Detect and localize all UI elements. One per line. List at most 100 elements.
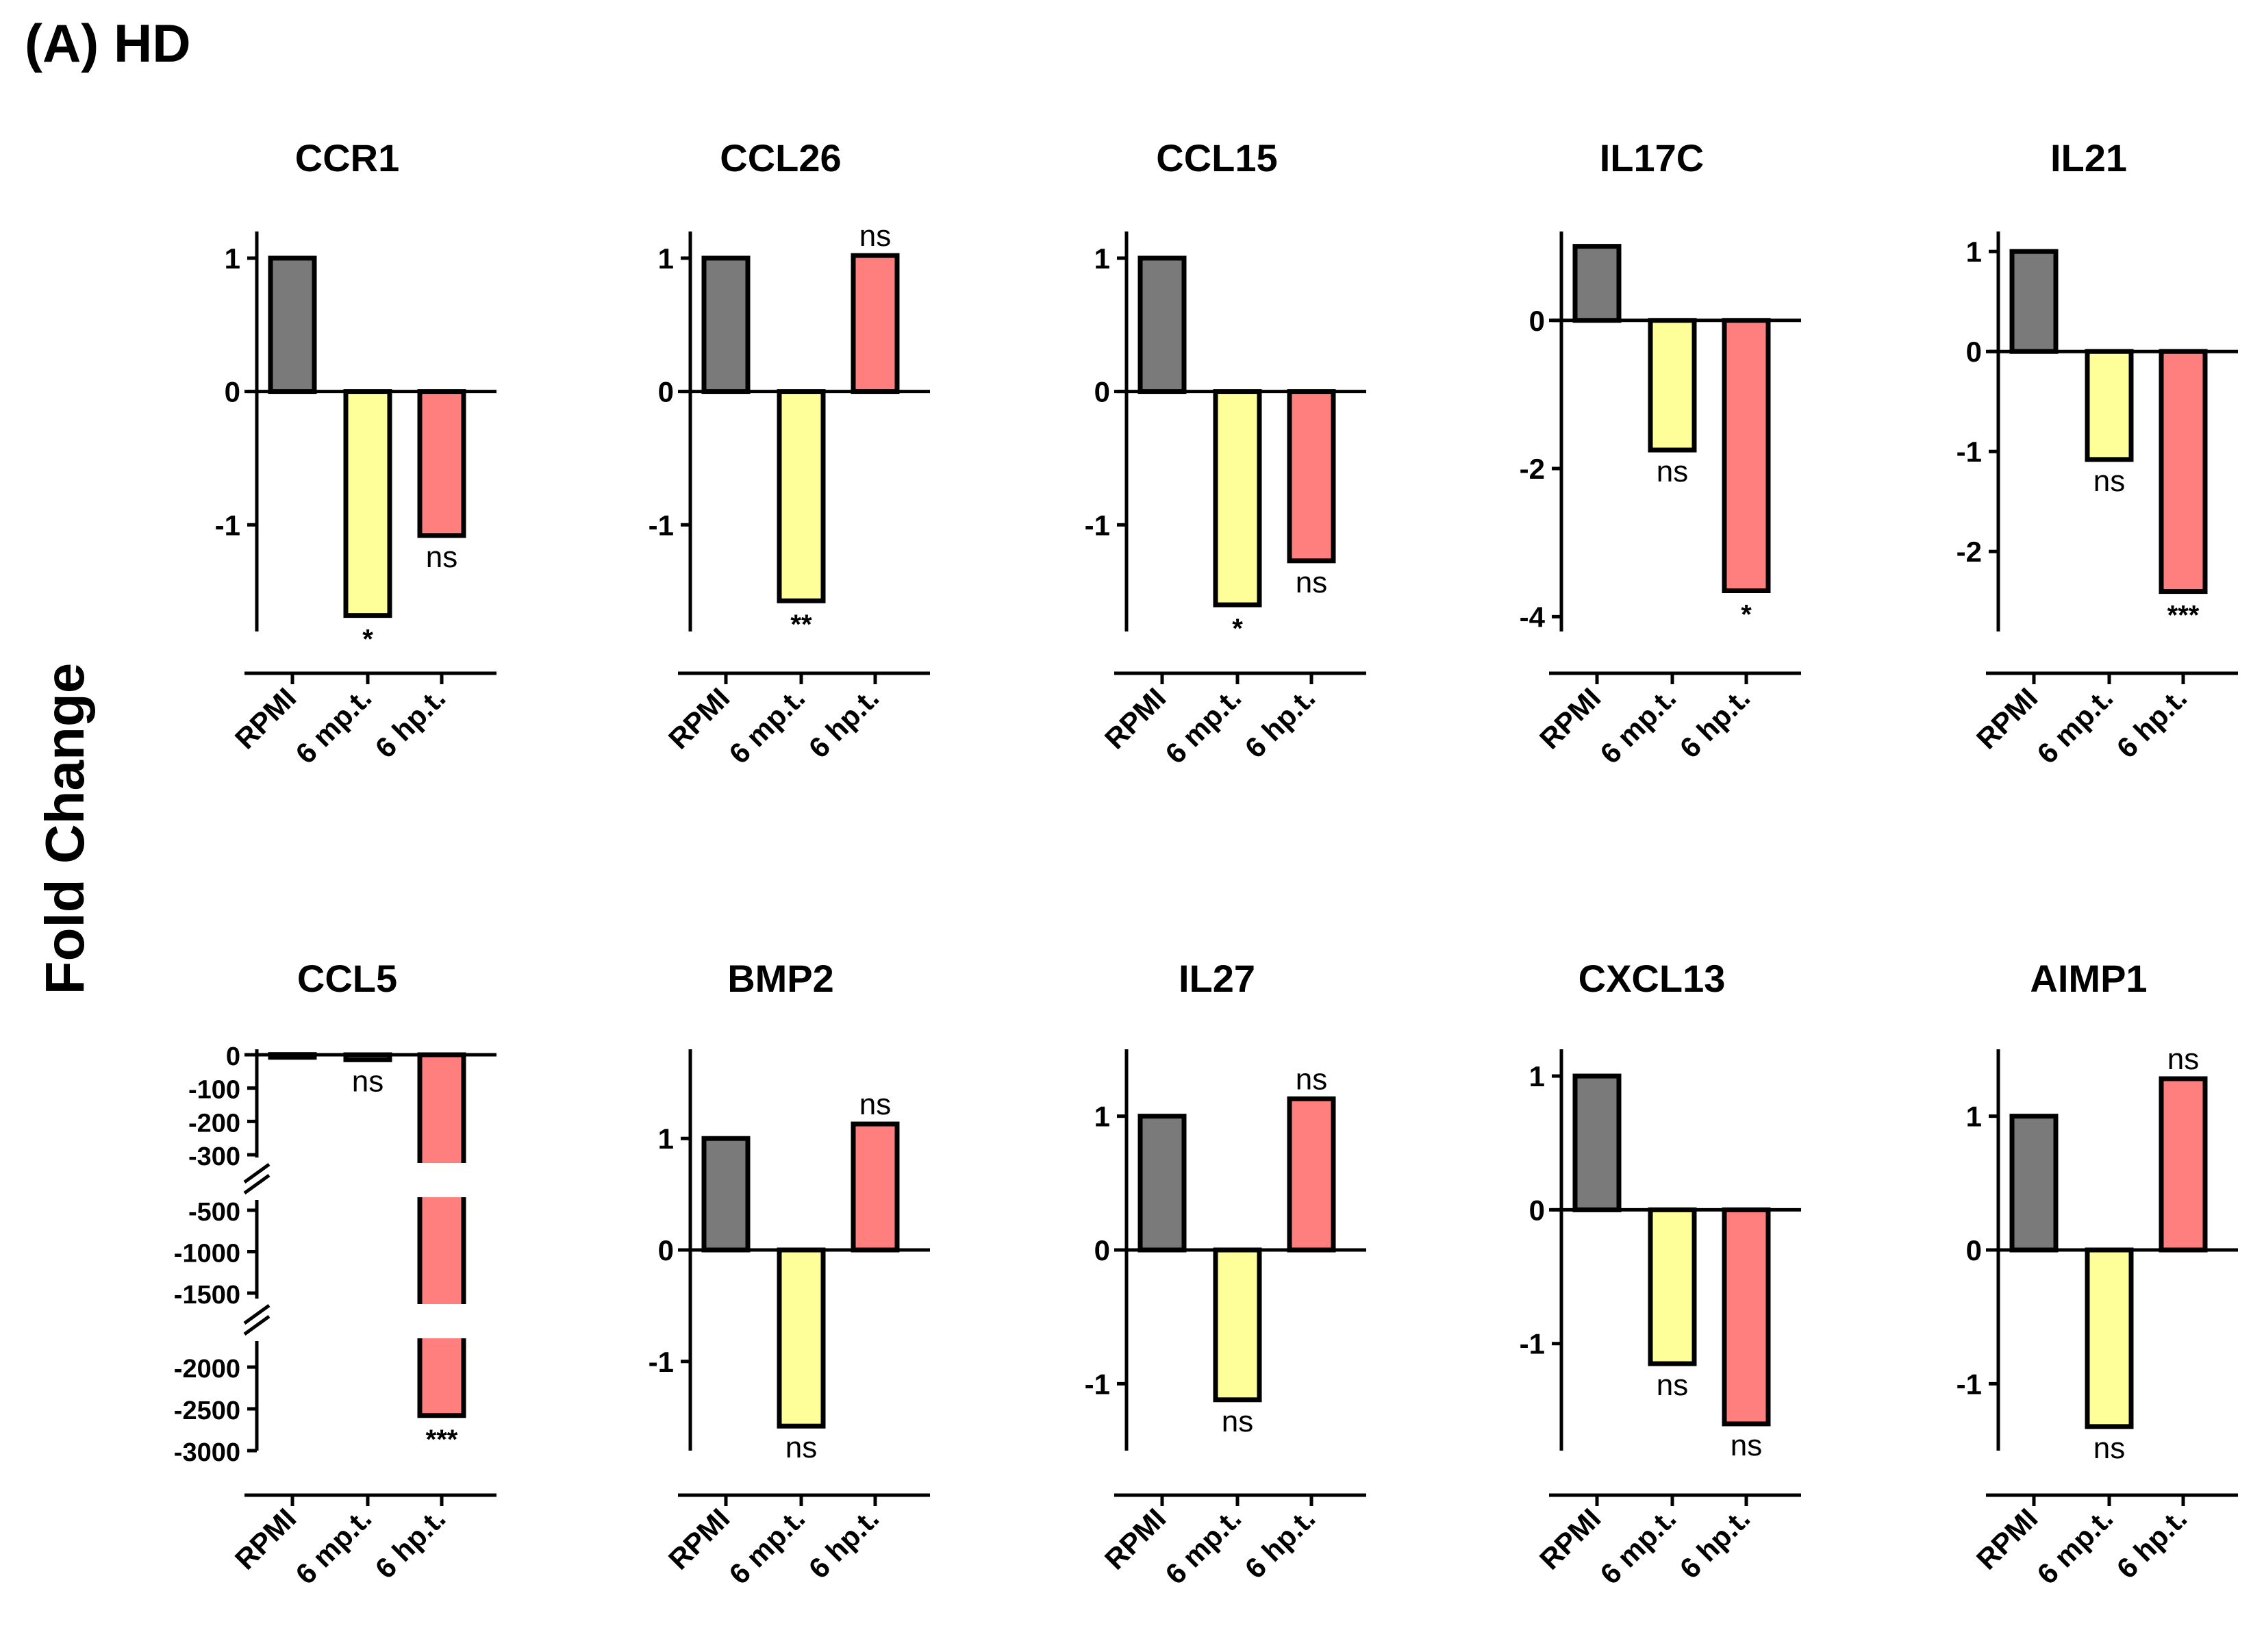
bar-6-hp-t-	[417, 1052, 466, 1418]
significance-label: ns	[1657, 455, 1688, 488]
significance-label: ***	[426, 1425, 458, 1455]
bar-rpmi	[268, 255, 317, 395]
bar-6-mp-t-	[2085, 349, 2134, 462]
chart-title: IL17C	[1600, 136, 1705, 179]
significance-label: ns	[859, 219, 891, 253]
x-tick-label: RPMI	[229, 1502, 302, 1575]
significance-label: ns	[1731, 1429, 1762, 1462]
significance-label: ns	[2093, 464, 2125, 498]
y-tick-label: -2	[1520, 453, 1545, 485]
significance-label: ns	[2167, 1042, 2199, 1076]
significance-label: ns	[2093, 1431, 2125, 1465]
significance-label: *	[1741, 600, 1752, 630]
y-tick-label: 0	[1529, 1194, 1545, 1226]
bar-6-hp-t-	[1722, 1207, 1771, 1427]
y-tick-label: 1	[658, 242, 674, 275]
x-tick-label: 6 hp.t.	[2111, 1502, 2193, 1585]
y-tick-label: 0	[1966, 1234, 1982, 1266]
y-tick-label: -3000	[174, 1438, 240, 1467]
y-tick-label: -2500	[174, 1397, 240, 1425]
bar-rpmi	[1572, 244, 1622, 323]
y-tick-label: -1	[1520, 1328, 1545, 1360]
y-tick-label: 0	[1966, 336, 1982, 368]
y-tick-label: -500	[188, 1198, 240, 1227]
chart-title: IL27	[1179, 957, 1255, 1000]
y-tick-label: 1	[1094, 1101, 1110, 1133]
chart-title: AIMP1	[2030, 957, 2147, 1000]
y-tick-label: -1	[1085, 509, 1110, 541]
y-tick-label: -100	[188, 1076, 240, 1105]
significance-label: **	[790, 610, 812, 640]
x-tick-label: 6 hp.t.	[803, 1502, 885, 1585]
x-tick-label: 6 mp.t.	[289, 681, 377, 770]
y-tick-label: -300	[188, 1142, 240, 1171]
bar-rpmi	[2009, 249, 2059, 354]
bar-break-gap	[416, 1163, 468, 1197]
bar-6-mp-t-	[1648, 1207, 1697, 1366]
significance-label: ns	[1296, 1062, 1327, 1096]
x-tick-label: 6 mp.t.	[1159, 1502, 1247, 1590]
axis-break-mark	[243, 1314, 271, 1336]
y-tick-label: -1500	[174, 1281, 240, 1310]
y-tick-label: -1	[1957, 436, 1982, 468]
y-tick-label: -1	[649, 509, 674, 541]
chart-title: CCR1	[295, 136, 399, 179]
bar-6-mp-t-	[1213, 389, 1262, 608]
bar-6-mp-t-	[777, 389, 826, 603]
chart-title: IL21	[2050, 136, 2127, 179]
x-tick-label: RPMI	[229, 681, 302, 755]
x-tick-label: 6 hp.t.	[803, 681, 885, 764]
significance-label: ***	[2167, 601, 2200, 631]
bar-6-hp-t-	[2159, 1076, 2208, 1253]
bar-6-hp-t-	[417, 389, 466, 538]
bar-rpmi	[701, 255, 751, 395]
x-tick-label: 6 mp.t.	[1594, 681, 1682, 770]
chart-title: CCL5	[297, 957, 397, 1000]
y-tick-label: -1	[1085, 1368, 1110, 1400]
bar-6-hp-t-	[851, 1121, 900, 1253]
x-tick-label: RPMI	[1970, 681, 2043, 755]
chart-title: BMP2	[727, 957, 834, 1000]
x-tick-label: 6 hp.t.	[369, 681, 452, 764]
x-tick-label: 6 hp.t.	[2111, 681, 2193, 764]
chart-title: CXCL13	[1578, 957, 1726, 1000]
axis-break-mark	[243, 1303, 271, 1325]
bar-6-mp-t-	[777, 1247, 826, 1429]
x-tick-label: 6 mp.t.	[722, 1502, 811, 1590]
bar-6-hp-t-	[851, 253, 900, 395]
x-tick-label: RPMI	[1970, 1502, 2043, 1575]
y-tick-label: -2	[1957, 536, 1982, 568]
y-tick-label: 0	[225, 376, 240, 408]
y-tick-label: -2000	[174, 1355, 240, 1384]
axis-break-mark	[243, 1162, 271, 1184]
x-tick-label: 6 hp.t.	[1674, 681, 1757, 764]
y-tick-label: 1	[1966, 1101, 1982, 1133]
axis-break-mark	[243, 1173, 271, 1195]
significance-label: ns	[785, 1431, 817, 1464]
bar-rpmi	[1137, 1114, 1187, 1253]
bar-rpmi	[701, 1136, 751, 1253]
significance-label: ns	[859, 1088, 891, 1121]
y-tick-label: 1	[1094, 242, 1110, 275]
bar-rpmi	[1572, 1073, 1622, 1212]
y-tick-label: 0	[1094, 1234, 1110, 1266]
y-tick-label: 1	[225, 242, 240, 275]
chart-title: CCL15	[1156, 136, 1277, 179]
y-tick-label: 1	[1529, 1060, 1545, 1092]
y-tick-label: -1	[215, 509, 240, 541]
bar-6-hp-t-	[2159, 349, 2208, 595]
y-tick-label: -1000	[174, 1240, 240, 1268]
y-tick-label: 0	[226, 1042, 240, 1071]
bar-6-hp-t-	[1287, 389, 1336, 564]
y-tick-label: 0	[1529, 305, 1545, 337]
significance-label: ns	[1296, 566, 1327, 599]
x-tick-label: RPMI	[1533, 681, 1607, 755]
y-tick-label: -1	[649, 1346, 674, 1378]
y-tick-label: 0	[658, 1234, 674, 1266]
